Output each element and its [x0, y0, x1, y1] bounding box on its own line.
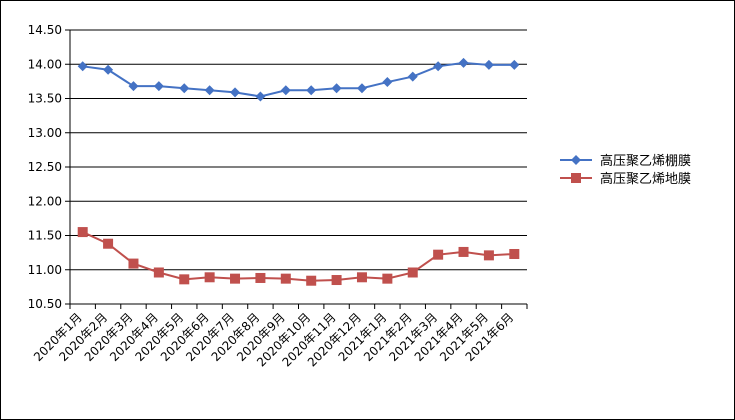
data-point: [77, 61, 88, 72]
legend-marker: [571, 155, 581, 165]
data-point: [458, 57, 469, 68]
series-lines: [77, 57, 520, 286]
data-point: [230, 87, 241, 98]
data-point: [77, 227, 88, 238]
data-point: [509, 59, 520, 70]
data-point: [204, 272, 215, 283]
gridlines: [70, 29, 527, 305]
y-tick-label: 10.50: [28, 297, 62, 311]
axes: [65, 29, 528, 309]
data-point: [407, 71, 418, 82]
data-point: [306, 275, 317, 286]
data-point: [103, 238, 114, 249]
legend-item: 高压聚乙烯地膜: [560, 171, 691, 187]
legend-label: 高压聚乙烯棚膜: [600, 153, 691, 169]
data-point: [179, 274, 190, 285]
data-point: [255, 91, 266, 102]
data-point: [153, 81, 164, 92]
x-axis-tick-labels: 2020年1月2020年2月2020年3月2020年4月2020年5月2020年…: [31, 310, 516, 369]
legend-item: 高压聚乙烯棚膜: [560, 153, 691, 169]
y-tick-label: 11.50: [28, 229, 62, 243]
y-tick-label: 12.50: [28, 160, 62, 174]
data-point: [204, 85, 215, 96]
data-point: [483, 250, 494, 261]
data-point: [230, 273, 241, 284]
data-point: [280, 85, 291, 96]
data-point: [331, 83, 342, 94]
data-point: [255, 272, 266, 283]
y-tick-label: 13.50: [28, 92, 62, 106]
data-point: [179, 83, 190, 94]
data-point: [356, 272, 367, 283]
data-point: [483, 59, 494, 70]
data-point: [128, 258, 139, 269]
y-tick-label: 13.00: [28, 126, 62, 140]
data-point: [407, 267, 418, 278]
y-tick-label: 11.00: [28, 263, 62, 277]
data-point: [433, 61, 444, 72]
data-point: [356, 83, 367, 94]
data-point: [458, 246, 469, 257]
legend-marker: [571, 173, 581, 183]
data-point: [382, 77, 393, 88]
y-axis-tick-labels: 10.50 11.00 11.50 12.00 12.50 13.00 13.50 14.00…: [28, 23, 62, 311]
data-point: [331, 275, 342, 286]
data-point: [103, 64, 114, 75]
data-point: [433, 249, 444, 260]
series-1: [77, 57, 520, 102]
y-tick-label: 14.00: [28, 57, 62, 71]
series-line: [82, 61, 515, 98]
data-point: [280, 273, 291, 284]
y-tick-label: 14.50: [28, 23, 62, 37]
data-point: [128, 81, 139, 92]
series-line: [82, 231, 515, 282]
data-point: [306, 85, 317, 96]
y-tick-label: 12.00: [28, 194, 62, 208]
data-point: [153, 267, 164, 278]
series-2: [77, 227, 520, 286]
data-point: [509, 248, 520, 259]
data-point: [382, 273, 393, 284]
legend-label: 高压聚乙烯地膜: [600, 171, 691, 187]
